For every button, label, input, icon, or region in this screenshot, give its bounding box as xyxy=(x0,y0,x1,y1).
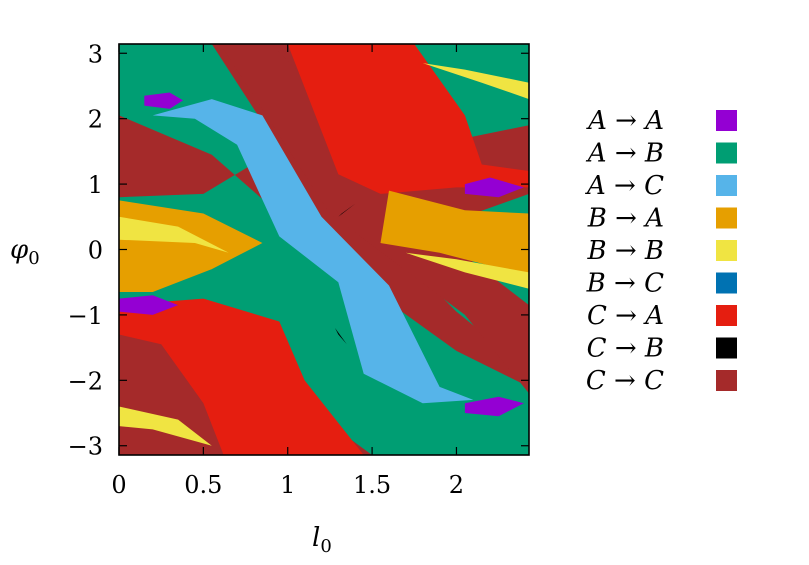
region-10 xyxy=(119,406,212,446)
region-18 xyxy=(335,328,347,345)
heatmap-regions xyxy=(119,44,529,455)
legend-label-8: C → C xyxy=(586,366,664,396)
legend-label-0: A → A xyxy=(586,106,664,136)
region-16 xyxy=(464,396,524,417)
x-tick-label-3: 1.5 xyxy=(353,471,391,499)
x-tick-label-0: 0 xyxy=(111,471,126,499)
legend-label-3: B → A xyxy=(587,204,664,234)
y-tick-label-5: −2 xyxy=(68,367,103,395)
region-9 xyxy=(405,252,529,289)
region-12 xyxy=(152,99,474,404)
x-tick-label-2: 1 xyxy=(280,471,295,499)
region-15 xyxy=(119,295,179,315)
legend-swatch-0 xyxy=(716,110,737,131)
y-tick-label-6: −3 xyxy=(68,433,103,461)
region-14 xyxy=(464,177,524,198)
legend-swatch-6 xyxy=(716,305,737,326)
x-axis-label: l0 xyxy=(312,523,332,557)
legend-swatch-5 xyxy=(716,272,737,294)
region-5 xyxy=(119,298,364,455)
region-8 xyxy=(119,216,229,253)
y-tick-label-2: 1 xyxy=(88,171,103,199)
x-tick-label-1: 0.5 xyxy=(184,471,222,499)
legend-swatch-8 xyxy=(716,370,737,391)
y-axis-label: φ0 xyxy=(10,235,40,269)
y-tick-label-4: −1 xyxy=(68,302,103,330)
y-tick-label-3: 0 xyxy=(88,237,103,265)
region-13 xyxy=(144,92,184,109)
region-4 xyxy=(267,44,529,194)
legend-label-4: B → B xyxy=(586,236,664,266)
legend-swatch-4 xyxy=(716,240,737,261)
legend-swatch-3 xyxy=(716,207,737,229)
region-11 xyxy=(422,63,529,100)
legend-label-5: B → C xyxy=(586,269,664,299)
legend-swatch-1 xyxy=(716,142,737,164)
region-7 xyxy=(380,190,529,276)
legend-swatch-2 xyxy=(716,175,737,196)
x-tick-label-4: 2 xyxy=(449,471,464,499)
x-axis-ticks: 0 0.5 1 1.5 2 xyxy=(111,44,464,499)
legend-label-6: C → A xyxy=(587,301,664,331)
region-17 xyxy=(338,203,356,217)
legend-label-7: C → B xyxy=(587,334,664,364)
y-tick-label-1: 2 xyxy=(88,106,103,134)
legend-label-1: A → B xyxy=(586,139,664,169)
legend-label-2: A → C xyxy=(585,171,664,201)
region-3 xyxy=(220,44,529,394)
y-tick-label-0: 3 xyxy=(88,40,103,68)
legend: A → AA → BA → CB → AB → BB → CC → AC → B… xyxy=(585,106,737,396)
y-axis-ticks: 3 2 1 0 −1 −2 −3 xyxy=(68,40,529,461)
legend-swatch-7 xyxy=(716,337,737,359)
